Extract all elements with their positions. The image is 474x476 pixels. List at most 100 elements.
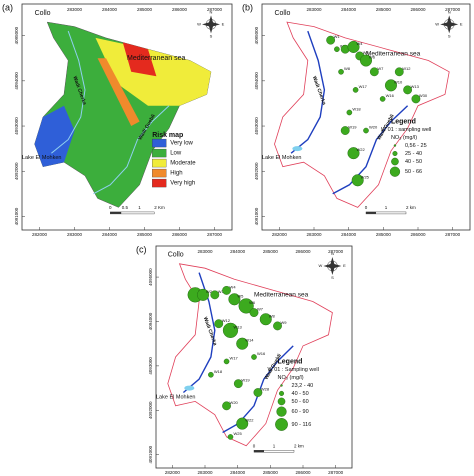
x-tick-label: 285000 — [376, 232, 392, 237]
well-label: W19 — [348, 125, 357, 130]
legend-symbol — [275, 418, 288, 431]
map-frame — [261, 3, 471, 231]
legend-note: W 01 : sampling well — [381, 127, 431, 133]
well — [222, 322, 239, 338]
x-tick-label-top: 285000 — [137, 7, 153, 12]
well-label: W30 — [419, 93, 428, 98]
scale-label: 0 — [365, 205, 368, 210]
legend-label: 60 - 90 — [292, 409, 309, 415]
x-tick-label-top: 287000 — [445, 7, 461, 12]
wadi-line — [51, 30, 86, 154]
well-label: W4 — [230, 284, 237, 289]
well — [210, 290, 220, 300]
well-label: W12 — [222, 318, 231, 323]
scale-label: 2 Km — [154, 205, 165, 210]
legend-unit: NO₃ (mg/l) — [391, 135, 417, 141]
well — [363, 127, 369, 134]
legend-note: W 01 : Sampling well — [268, 367, 319, 373]
well — [238, 298, 254, 314]
well — [259, 313, 272, 326]
compass-rose — [323, 256, 342, 275]
legend-label: 25 - 40 — [405, 151, 422, 157]
well — [411, 94, 421, 104]
y-tick-label: 4094000 — [14, 72, 19, 90]
compass-rose — [202, 15, 220, 34]
x-tick-label-top: 286000 — [295, 249, 311, 254]
legend-title: Risk map — [152, 132, 183, 139]
panel-label: (a) — [2, 2, 13, 12]
x-tick-label: 287000 — [445, 232, 461, 237]
x-tick-label-top: 285000 — [263, 249, 279, 254]
compass-letter: S — [210, 33, 213, 38]
x-tick-label: 286000 — [295, 470, 311, 475]
x-tick-label-top: 283000 — [306, 7, 322, 12]
y-tick-label: 4094000 — [148, 312, 153, 330]
scale-label: 0.5 — [122, 205, 129, 210]
well-label: W16 — [386, 93, 395, 98]
scale-bar-fill — [110, 211, 122, 214]
compass-letter: E — [222, 21, 225, 26]
well — [338, 69, 344, 75]
well — [223, 358, 230, 365]
well-label: W16 — [257, 351, 266, 356]
y-tick-label: 4092000 — [14, 162, 19, 180]
compass-letter: N — [448, 9, 451, 14]
compass-letter: E — [343, 263, 346, 268]
well — [208, 371, 214, 378]
well — [379, 96, 386, 102]
x-tick-label-top: 287000 — [207, 7, 223, 12]
well-label: W19 — [241, 378, 250, 383]
well — [236, 337, 249, 350]
y-tick-label: 4095000 — [254, 26, 259, 44]
legend-symbol — [391, 157, 399, 166]
legend-symbol — [277, 397, 286, 406]
legend-label: Moderate — [170, 161, 196, 167]
compass-letter: S — [448, 33, 451, 38]
x-tick-label: 285000 — [137, 232, 153, 237]
legend-symbol — [389, 166, 401, 177]
well-label: W18 — [214, 369, 223, 374]
x-tick-label-top: 284000 — [341, 7, 357, 12]
well-label: W13 — [411, 84, 420, 89]
x-tick-label-top: 284000 — [102, 7, 118, 12]
well-label: W22 — [357, 147, 366, 152]
compass-letter: W — [319, 263, 323, 268]
legend-symbol — [393, 144, 397, 147]
well — [352, 87, 359, 93]
legend-swatch — [152, 138, 167, 148]
scale-bar-fill — [366, 211, 376, 214]
legend-label: Very low — [170, 141, 193, 147]
y-tick-label: 4091000 — [148, 445, 153, 463]
place-name: Mediterranean sea — [366, 50, 421, 57]
legend-label: 50 - 66 — [405, 169, 422, 175]
legend-swatch — [152, 178, 167, 188]
place-name: Collo — [168, 252, 184, 259]
well — [227, 434, 234, 440]
well — [369, 67, 379, 77]
panel-label: (b) — [242, 2, 253, 12]
compass-letter: N — [210, 9, 213, 14]
well-label: W1 — [334, 34, 341, 39]
well — [394, 67, 404, 77]
well — [273, 321, 282, 331]
legend-title: Legend — [278, 358, 303, 365]
well — [251, 354, 257, 360]
y-tick-label: 4091000 — [14, 207, 19, 225]
well-label: W7 — [257, 307, 264, 312]
y-tick-label: 4093000 — [14, 117, 19, 135]
map-panel: (a) 282000 283000 283000 284000 284000 285000 2… — [2, 2, 233, 237]
well-label: W22 — [245, 418, 254, 423]
well-label: W5 — [237, 293, 244, 298]
wadi-line — [290, 30, 326, 154]
legend-title: Legend — [391, 118, 416, 125]
very-low-zone — [34, 105, 75, 167]
well — [222, 401, 231, 411]
y-tick-label: 4092000 — [148, 401, 153, 419]
compass-ring — [443, 19, 455, 30]
scale-label: 2 km — [294, 443, 304, 448]
compass-rose — [440, 15, 459, 34]
well-label: W20 — [369, 125, 378, 130]
y-tick-label: 4093000 — [254, 117, 259, 135]
compass-letter: W — [435, 21, 439, 26]
legend-label: 50 - 60 — [292, 399, 309, 405]
